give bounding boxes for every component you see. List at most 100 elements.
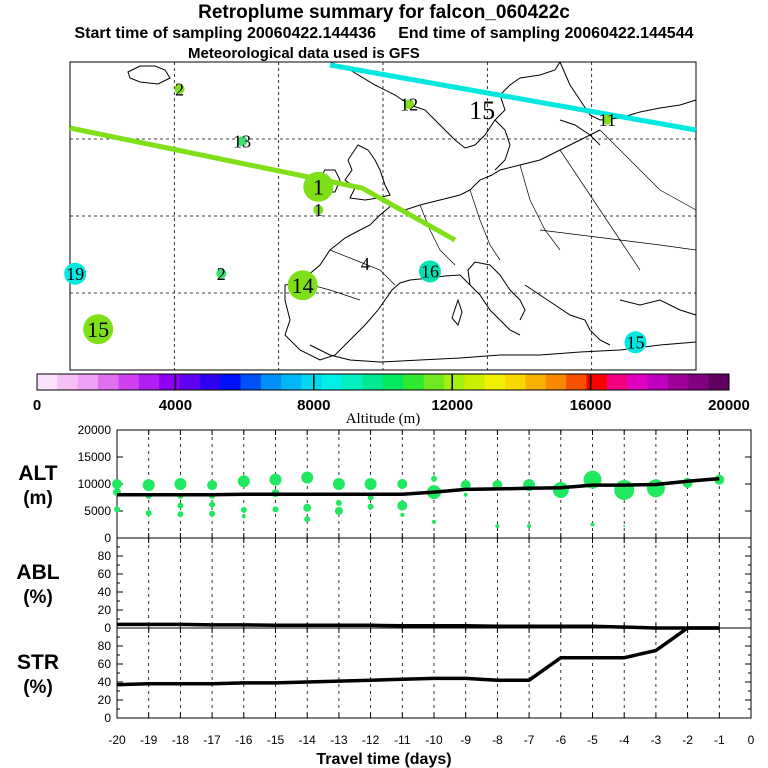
alt-point	[623, 525, 626, 528]
alt-point	[495, 524, 500, 529]
panel-alt: 0 5000 10000 15000 20000 ALT (m)	[18, 423, 752, 545]
colorbar-swatch	[627, 374, 649, 390]
alt-point	[463, 492, 468, 497]
x-tick-label: -14	[299, 733, 317, 747]
x-tick-label: -15	[267, 733, 285, 747]
x-tick-label: 0	[748, 733, 755, 747]
colorbar-swatch	[647, 374, 669, 390]
alt-point	[460, 480, 471, 491]
alt-point	[646, 479, 665, 498]
alt-point	[397, 500, 408, 511]
plume-marker-label: 19	[66, 264, 84, 284]
x-tick-label: -20	[108, 733, 126, 747]
colorbar-frame	[36, 373, 730, 391]
plume-marker-label: 2	[217, 264, 226, 284]
alt-point	[209, 501, 216, 508]
coastlines	[127, 61, 697, 363]
y-tick-label: 10000	[78, 477, 112, 491]
colorbar-tick-label: 4000	[159, 397, 192, 414]
colorbar-swatch	[199, 374, 221, 390]
colorbar-swatch	[688, 374, 710, 390]
x-tick-label: -19	[140, 733, 158, 747]
alt-point	[272, 506, 279, 513]
colorbar-swatch	[383, 374, 404, 390]
panel-ylabel-unit: (%)	[23, 677, 53, 698]
y-tick-label: 60	[98, 657, 112, 671]
page-title: Retroplume summary for falcon_060422c	[198, 2, 570, 23]
y-tick-label: 0	[104, 711, 111, 725]
x-tick-label: -11	[394, 733, 411, 747]
colorbar-swatch	[484, 374, 506, 390]
alt-point	[142, 479, 155, 492]
y-tick-label: 20000	[78, 423, 112, 437]
plume-marker-circle	[174, 83, 185, 94]
x-tick-label: -2	[682, 733, 693, 747]
panel-str-line	[116, 626, 720, 687]
alt-point	[335, 499, 342, 506]
colorbar-swatch	[566, 374, 588, 390]
colorbar-tick-label: 20000	[708, 397, 750, 414]
colorbar-swatch	[240, 374, 262, 390]
colorbar-swatch	[667, 374, 689, 390]
colorbar-swatch	[281, 374, 303, 390]
alt-point	[432, 519, 436, 524]
plume-marker-circle	[216, 268, 227, 279]
colorbar-swatch	[57, 374, 79, 390]
y-tick-label: 60	[98, 567, 112, 581]
plume-marker-label: 13	[233, 132, 251, 152]
colorbar-tick-label: 16000	[570, 397, 612, 414]
alt-point	[177, 511, 184, 518]
alt-point	[240, 506, 247, 513]
y-tick-label: 80	[98, 639, 112, 653]
plume-marker-circle	[404, 99, 415, 110]
plume-markers: 2 12 15 11 13 11 19 2 4 16 14 15 15	[64, 79, 647, 354]
plume-marker-label: 1	[314, 200, 323, 220]
start-time-label: Start time of sampling 20060422.144436	[74, 25, 377, 42]
y-tick-label: 20	[98, 603, 112, 617]
alt-point	[112, 479, 122, 489]
colorbar-swatch	[260, 374, 282, 390]
plume-marker-circle	[83, 314, 114, 345]
panel-abl: 0 20 40 60 80 ABL (%)	[16, 537, 752, 635]
alt-point	[590, 522, 595, 527]
colorbar-tick-label: 8000	[297, 397, 330, 414]
y-tick-label: 5000	[84, 504, 111, 518]
colorbar-swatch	[77, 374, 99, 390]
colorbar-swatch	[159, 374, 180, 390]
x-tick-label: -4	[619, 733, 630, 747]
track-green	[69, 125, 457, 243]
y-tick-label: 40	[98, 585, 112, 599]
x-tick-label: -12	[362, 733, 380, 747]
x-tick-label: -1	[714, 733, 725, 747]
colorbar-swatch	[301, 374, 323, 390]
alt-point	[332, 478, 345, 490]
x-tick-label: -13	[330, 733, 348, 747]
plume-marker-label: 11	[599, 110, 616, 130]
colorbar-swatch	[138, 374, 160, 390]
colorbar-tick-label: 12000	[431, 397, 473, 414]
panel-ylabel-unit: (%)	[23, 587, 53, 608]
y-tick-label: 40	[98, 675, 112, 689]
alt-point	[397, 479, 408, 489]
colorbar-swatch	[444, 374, 465, 390]
panel-abl-line	[117, 622, 720, 630]
altitude-colorbar: 0 4000 8000 12000 16000 20000 Altitude (m)	[33, 373, 750, 427]
x-tick-label: -7	[524, 733, 535, 747]
alt-point	[207, 480, 218, 491]
x-axis-label: Travel time (days)	[316, 751, 451, 768]
x-tick-label: -5	[587, 733, 598, 747]
plume-marker-label: 4	[361, 254, 370, 274]
retroplume-map: 2 12 15 11 13 11 19 2 4 16 14 15 15	[64, 61, 697, 371]
x-tick-label: -16	[235, 733, 253, 747]
colorbar-swatch	[98, 374, 119, 390]
sampling-times: Start time of sampling 20060422.144436 E…	[0, 25, 768, 43]
alt-point	[209, 510, 216, 517]
plume-marker-label: 16	[421, 262, 439, 282]
plume-marker-label: 2	[175, 79, 184, 99]
alt-point	[552, 481, 569, 498]
x-tick-label: -10	[425, 733, 443, 747]
alt-point	[241, 514, 246, 519]
colorbar-swatch	[545, 374, 567, 390]
alt-point	[145, 510, 152, 517]
x-tick-label: -17	[203, 733, 221, 747]
